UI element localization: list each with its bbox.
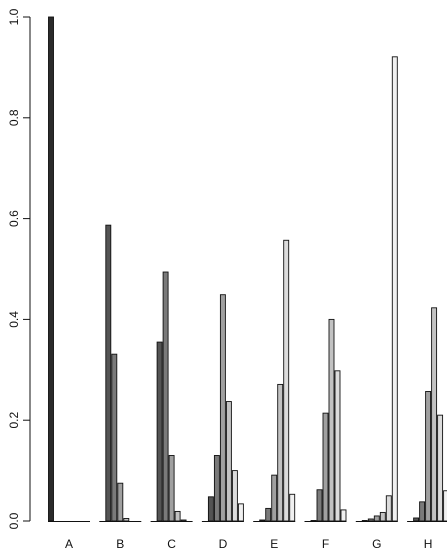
bar-groups xyxy=(48,16,447,522)
bar xyxy=(334,370,341,522)
category-label: A xyxy=(65,537,73,551)
bar xyxy=(156,341,163,522)
category-label: H xyxy=(424,537,433,551)
category-label: G xyxy=(372,537,381,551)
y-axis: 0.0 0.2 0.4 0.6 0.8 1.0 xyxy=(7,8,31,529)
bar-group-g xyxy=(355,56,398,522)
x-axis: A B C D E F G H xyxy=(65,537,432,551)
category-label: C xyxy=(167,537,176,551)
bar-group-c xyxy=(150,271,193,522)
bar xyxy=(391,56,398,522)
bar xyxy=(111,353,118,522)
bar xyxy=(180,519,187,522)
bar xyxy=(413,517,420,522)
bar xyxy=(213,455,220,522)
bar xyxy=(310,520,317,522)
bar xyxy=(373,515,380,522)
bar xyxy=(361,520,368,522)
bar xyxy=(283,239,290,522)
bar xyxy=(231,470,238,522)
bar xyxy=(265,507,272,522)
bar xyxy=(443,490,447,522)
bar xyxy=(219,294,226,522)
bar-group-f xyxy=(304,318,347,522)
bar-group-e xyxy=(253,239,296,522)
bar xyxy=(289,493,296,522)
bar xyxy=(259,519,266,522)
y-tick-label: 0.0 xyxy=(7,512,21,529)
y-tick-label: 0.8 xyxy=(7,109,21,126)
bar xyxy=(419,501,426,522)
bar xyxy=(123,518,130,522)
bar xyxy=(162,271,169,522)
y-tick-label: 0.4 xyxy=(7,311,21,328)
bar xyxy=(237,503,244,522)
bar-group-a xyxy=(48,16,90,522)
bar xyxy=(431,307,438,522)
bar xyxy=(340,509,347,522)
y-tick-label: 0.2 xyxy=(7,412,21,429)
bar xyxy=(316,489,323,522)
bar xyxy=(322,412,329,522)
bar xyxy=(437,414,444,522)
bar-group-b xyxy=(99,224,142,522)
bar xyxy=(271,474,278,522)
bar xyxy=(48,16,54,522)
bar xyxy=(168,455,175,522)
bar xyxy=(105,224,112,522)
bar xyxy=(174,510,181,522)
bar xyxy=(277,383,284,522)
bar xyxy=(425,391,432,522)
bar xyxy=(328,318,335,522)
category-label: D xyxy=(219,537,228,551)
bar xyxy=(225,401,232,522)
y-tick-label: 0.6 xyxy=(7,210,21,227)
bar xyxy=(385,495,392,522)
bar-group-d xyxy=(201,294,244,522)
bar-group-h xyxy=(407,307,447,522)
bar xyxy=(367,518,374,522)
y-tick-label: 1.0 xyxy=(7,8,21,25)
bar xyxy=(117,482,124,522)
bar xyxy=(207,496,214,522)
category-label: B xyxy=(116,537,124,551)
category-label: F xyxy=(322,537,329,551)
category-label: E xyxy=(270,537,278,551)
bar xyxy=(379,511,386,522)
